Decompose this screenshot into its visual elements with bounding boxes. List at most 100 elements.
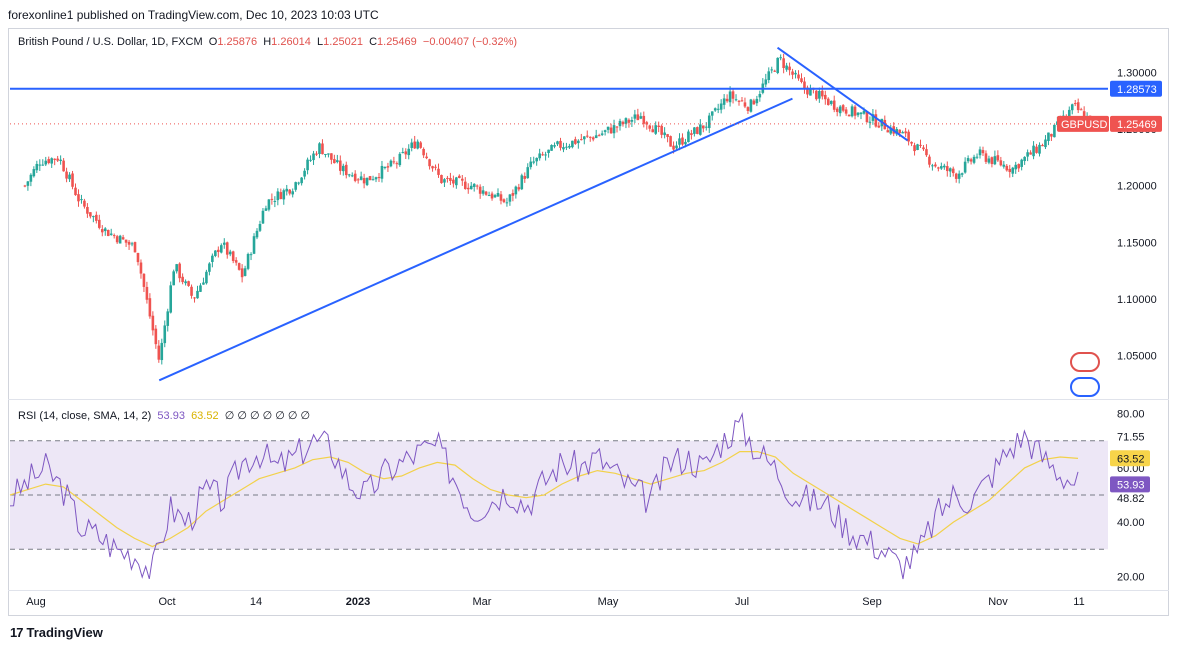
candle-body (856, 112, 860, 116)
candle-body (919, 144, 922, 146)
candle-body (1011, 167, 1015, 174)
tradingview-logo[interactable]: 17 TradingView (10, 625, 103, 640)
candle-body (928, 156, 931, 165)
candle-body (249, 254, 253, 256)
candle-body (615, 126, 619, 128)
candle-body (196, 290, 199, 299)
candle-body (392, 161, 396, 163)
candle-body (818, 90, 821, 99)
candle-body (809, 88, 812, 96)
candle-body (963, 161, 967, 173)
candle-body (276, 191, 280, 201)
us-flag-icon[interactable] (1070, 377, 1100, 397)
candle-body (35, 163, 39, 171)
candle-body (496, 193, 500, 197)
candle-body (508, 194, 512, 202)
candle-body (847, 114, 851, 117)
candle-body (228, 251, 232, 255)
symbol-label[interactable]: British Pound / U.S. Dollar, 1D, FXCM (18, 36, 203, 48)
candle-body (53, 158, 56, 160)
candle-body (175, 264, 178, 272)
candle-body (776, 57, 779, 73)
candle-body (1032, 145, 1035, 157)
candle-body (368, 176, 372, 181)
candle-body (734, 99, 738, 101)
candle-body (702, 125, 705, 129)
candle-body (886, 130, 890, 133)
candle-body (466, 187, 470, 190)
candle-body (74, 187, 77, 196)
candle-body (234, 260, 238, 263)
candle-body (62, 160, 65, 172)
candle-body (511, 193, 515, 196)
rsi-axis-tick: 20.00 (1117, 571, 1145, 583)
candle-body (333, 159, 336, 164)
candle-body (205, 271, 208, 284)
candle-body (862, 110, 866, 114)
candle-body (68, 174, 71, 180)
candle-body (948, 168, 952, 172)
candle-body (696, 127, 699, 134)
candle-body (56, 158, 59, 161)
candle-body (773, 70, 777, 72)
candle-body (202, 282, 205, 285)
candle-body (1067, 109, 1071, 117)
candle-body (990, 157, 994, 165)
last-price-tag-bg (1110, 115, 1162, 132)
candle-body (853, 106, 857, 116)
candle-body (455, 177, 458, 186)
price-axis-tick: 1.05000 (1117, 350, 1157, 362)
candle-body (505, 202, 509, 204)
candle-body (321, 143, 324, 155)
candle-body (654, 125, 657, 134)
candle-body (154, 328, 158, 345)
candle-body (684, 141, 687, 145)
candle-body (639, 116, 643, 119)
candle-body (353, 173, 357, 181)
candle-body (449, 178, 452, 181)
candle-body (389, 160, 393, 167)
candle-body (1079, 109, 1083, 111)
candle-body (431, 166, 434, 169)
candle-body (1076, 102, 1080, 111)
candle-body (26, 181, 30, 186)
candle-body (130, 243, 134, 245)
candle-body (362, 178, 366, 184)
candle-body (993, 156, 997, 165)
candle-body (954, 173, 958, 179)
candle-body (651, 129, 655, 133)
candle-body (874, 114, 878, 127)
candle-body (841, 105, 845, 111)
horizontal-line-price-label: 1.28573 (1117, 84, 1157, 96)
close-label: C (369, 36, 378, 48)
candle-body (547, 149, 550, 153)
candle-body (324, 153, 327, 155)
candle-body (32, 169, 36, 177)
candle-body (660, 125, 663, 135)
candle-body (151, 315, 155, 331)
candle-body (344, 164, 348, 176)
candle-body (434, 166, 437, 168)
rsi-title[interactable]: RSI (14, close, SMA, 14, 2) (18, 410, 152, 422)
candle-body (996, 155, 1000, 161)
time-axis-tick: 2023 (346, 596, 370, 608)
candle-body (972, 156, 976, 163)
candle-body (169, 285, 173, 313)
candle-body (502, 199, 506, 203)
time-axis-tick: 14 (250, 596, 262, 608)
tradingview-mark-icon: 17 (10, 625, 24, 640)
candle-body (553, 145, 556, 147)
candle-body (758, 93, 762, 98)
candle-body (463, 181, 467, 189)
candle-body (264, 208, 268, 211)
candle-body (815, 90, 818, 100)
candle-body (77, 194, 80, 202)
candle-body (832, 100, 836, 110)
candle-body (981, 150, 985, 154)
candle-body (461, 178, 464, 181)
gb-flag-icon[interactable] (1070, 352, 1100, 372)
candle-body (29, 174, 33, 182)
candle-body (172, 271, 175, 286)
time-axis-tick: May (598, 596, 619, 608)
